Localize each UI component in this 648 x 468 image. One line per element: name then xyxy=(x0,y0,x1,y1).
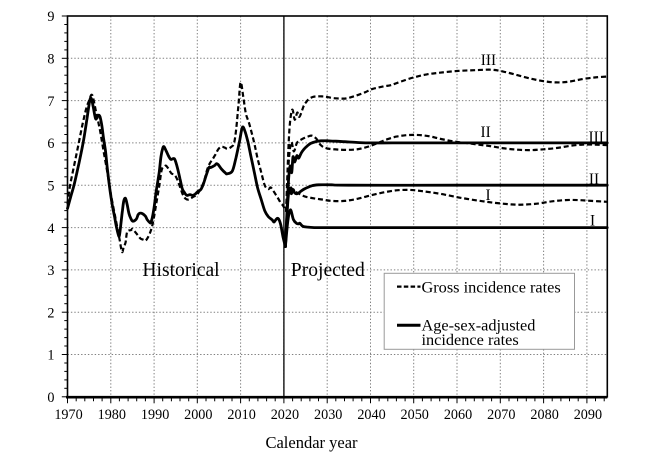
svg-text:2060: 2060 xyxy=(444,407,472,423)
svg-text:2030: 2030 xyxy=(314,407,342,423)
svg-text:1: 1 xyxy=(47,348,54,364)
svg-text:2: 2 xyxy=(47,305,54,321)
svg-text:2070: 2070 xyxy=(487,407,515,423)
svg-text:III: III xyxy=(589,129,604,146)
svg-text:4: 4 xyxy=(47,221,54,237)
svg-text:II: II xyxy=(589,171,599,188)
svg-text:Historical: Historical xyxy=(142,260,220,281)
svg-text:6: 6 xyxy=(47,136,54,152)
svg-text:0: 0 xyxy=(47,390,54,406)
svg-text:2090: 2090 xyxy=(574,407,602,423)
svg-text:1990: 1990 xyxy=(141,407,169,423)
svg-text:Projected: Projected xyxy=(291,260,365,281)
svg-text:5: 5 xyxy=(47,178,54,194)
svg-text:7: 7 xyxy=(47,94,54,110)
svg-text:3: 3 xyxy=(47,263,54,279)
svg-text:I: I xyxy=(485,187,490,204)
svg-text:Age-sex-adjusted: Age-sex-adjusted xyxy=(422,316,536,335)
svg-text:2080: 2080 xyxy=(530,407,558,423)
svg-text:incidence rates: incidence rates xyxy=(422,330,519,349)
svg-text:8: 8 xyxy=(47,52,54,68)
svg-text:9: 9 xyxy=(47,9,54,25)
svg-text:1970: 1970 xyxy=(54,407,82,423)
svg-text:1980: 1980 xyxy=(98,407,126,423)
svg-text:III: III xyxy=(481,52,496,69)
svg-text:2050: 2050 xyxy=(401,407,429,423)
svg-text:2010: 2010 xyxy=(227,407,255,423)
svg-text:Gross incidence rates: Gross incidence rates xyxy=(422,277,561,296)
svg-text:Calendar year: Calendar year xyxy=(265,433,358,452)
svg-text:I: I xyxy=(590,213,595,230)
svg-text:II: II xyxy=(480,124,490,141)
svg-text:2040: 2040 xyxy=(357,407,385,423)
svg-text:2020: 2020 xyxy=(271,407,299,423)
svg-text:2000: 2000 xyxy=(184,407,212,423)
